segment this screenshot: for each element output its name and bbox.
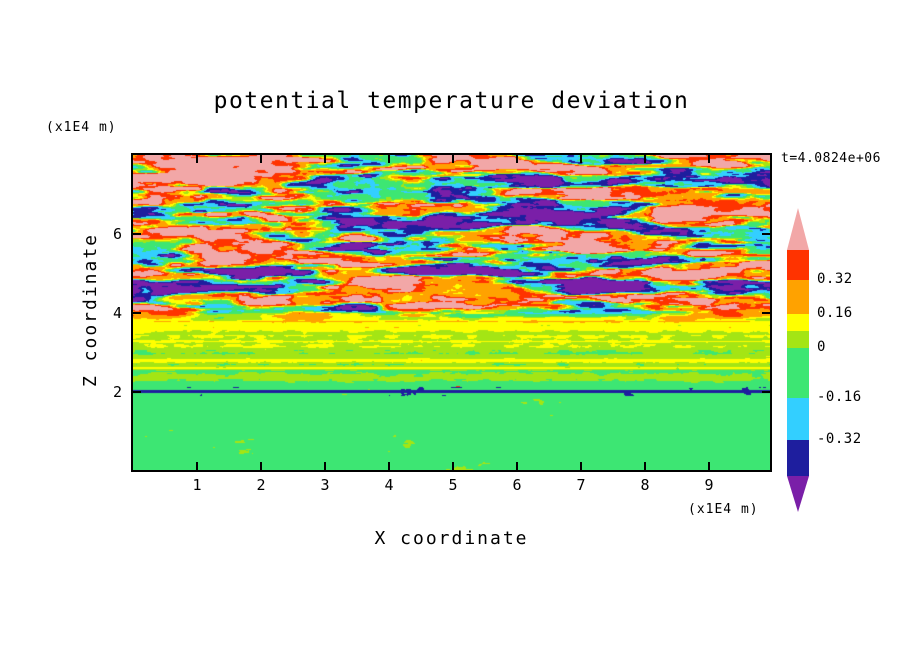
colorbar-tick-label: 0.32 — [817, 271, 853, 287]
x-tick-mark — [580, 155, 582, 163]
x-tick-mark — [196, 155, 198, 163]
x-tick-mark — [388, 462, 390, 470]
plot-title: potential temperature deviation — [213, 88, 690, 114]
colorbar-band — [787, 280, 809, 314]
plot-area — [131, 153, 772, 472]
colorbar-tick-label: -0.32 — [817, 431, 862, 447]
y-tick-mark — [133, 391, 141, 393]
x-axis-label: X coordinate — [374, 528, 529, 549]
x-tick-mark — [580, 462, 582, 470]
colorbar-tick-label: 0 — [817, 339, 826, 355]
x-tick-label: 7 — [576, 476, 586, 494]
x-tick-mark — [516, 155, 518, 163]
y-tick-mark — [133, 233, 141, 235]
y-tick-label: 6 — [112, 225, 122, 243]
colorbar-min-arrow-icon — [787, 476, 809, 512]
x-tick-mark — [452, 462, 454, 470]
x-tick-label: 5 — [448, 476, 458, 494]
x-tick-mark — [516, 462, 518, 470]
colorbar-band — [787, 348, 809, 398]
x-tick-label: 8 — [640, 476, 650, 494]
colorbar-band — [787, 398, 809, 440]
x-tick-mark — [196, 462, 198, 470]
x-tick-mark — [708, 155, 710, 163]
x-tick-label: 6 — [512, 476, 522, 494]
contour-field-canvas — [133, 155, 770, 470]
y-axis-unit-label: (x1E4 m) — [46, 120, 117, 135]
colorbar-tick-label: 0.16 — [817, 305, 853, 321]
colorbar — [787, 208, 809, 512]
x-tick-label: 2 — [256, 476, 266, 494]
x-tick-mark — [324, 462, 326, 470]
colorbar-tick-label: -0.16 — [817, 389, 862, 405]
x-tick-mark — [388, 155, 390, 163]
x-tick-mark — [644, 155, 646, 163]
time-label: t=4.0824e+06 — [781, 151, 881, 166]
x-axis-unit-label: (x1E4 m) — [688, 502, 759, 517]
x-tick-label: 9 — [704, 476, 714, 494]
x-tick-mark — [260, 155, 262, 163]
x-tick-mark — [644, 462, 646, 470]
y-tick-mark — [762, 391, 770, 393]
y-tick-label: 4 — [112, 304, 122, 322]
colorbar-band — [787, 440, 809, 476]
y-tick-mark — [133, 312, 141, 314]
x-tick-label: 1 — [192, 476, 202, 494]
x-tick-mark — [708, 462, 710, 470]
y-tick-mark — [762, 233, 770, 235]
y-tick-label: 2 — [112, 383, 122, 401]
colorbar-max-arrow-icon — [787, 208, 809, 250]
y-tick-mark — [762, 312, 770, 314]
x-tick-label: 4 — [384, 476, 394, 494]
x-tick-mark — [452, 155, 454, 163]
colorbar-band — [787, 314, 809, 331]
colorbar-band — [787, 331, 809, 348]
x-tick-label: 3 — [320, 476, 330, 494]
colorbar-band — [787, 250, 809, 280]
x-tick-mark — [324, 155, 326, 163]
x-tick-mark — [260, 462, 262, 470]
